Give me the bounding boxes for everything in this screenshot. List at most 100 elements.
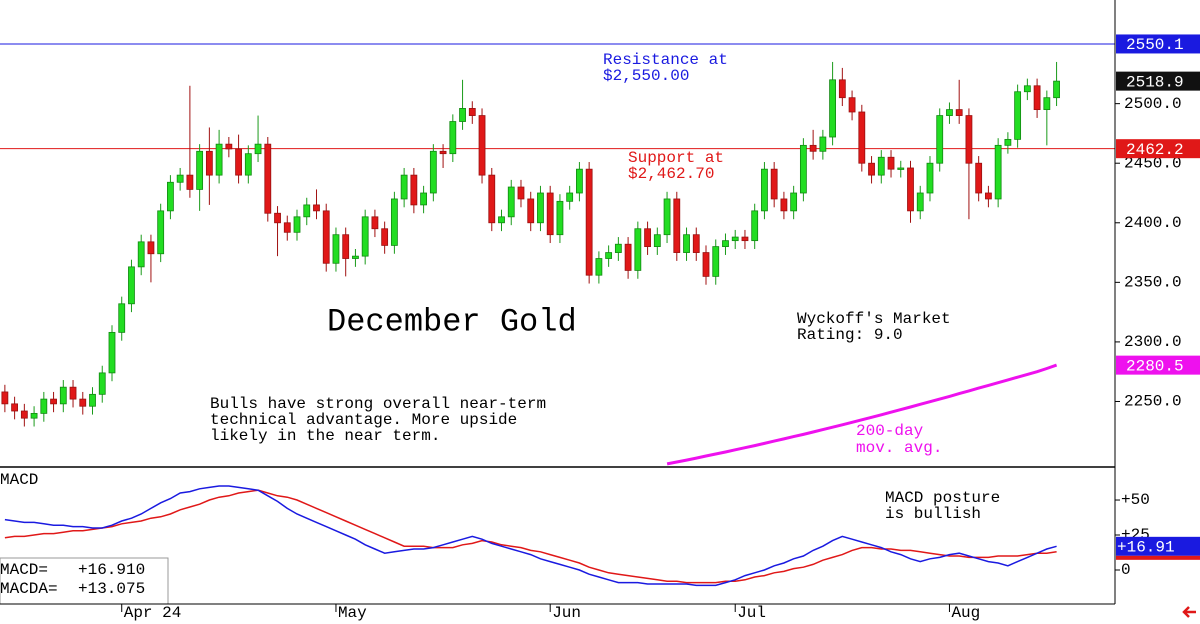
candle-body	[225, 143, 233, 150]
candle-body	[332, 234, 340, 264]
candle-body	[20, 410, 28, 419]
candle-body	[108, 331, 116, 374]
candle-body	[459, 108, 466, 122]
candle-body	[556, 200, 564, 236]
candle-body	[303, 204, 311, 218]
candle-body	[40, 398, 48, 414]
candle-body	[936, 115, 944, 164]
candle-body	[673, 198, 681, 253]
candle-body	[361, 216, 369, 257]
value-badge	[1116, 355, 1200, 375]
candle-body	[780, 198, 788, 212]
candle-body	[994, 144, 1002, 200]
candle-body	[283, 222, 291, 233]
candle-body	[702, 252, 710, 277]
candle-body	[644, 228, 651, 248]
value-badge-label: 2518.9	[1126, 73, 1184, 91]
candle-body	[498, 216, 505, 224]
candle-body	[663, 198, 671, 236]
chart-title: December Gold	[327, 303, 577, 340]
candle-body	[274, 212, 281, 224]
candle-body	[838, 79, 846, 99]
x-tick-label: Jun	[552, 604, 581, 622]
macd-badge-label: +16.91	[1117, 539, 1175, 557]
candle-body	[215, 143, 223, 176]
moving-average-line	[666, 363, 1058, 466]
y-tick-label: 2400.0	[1124, 214, 1182, 232]
candle-body	[907, 167, 914, 212]
candle-body	[955, 109, 963, 116]
candle-body	[829, 79, 836, 138]
candle-body	[1023, 85, 1031, 93]
candle-body	[507, 186, 515, 218]
candle-body	[118, 303, 126, 333]
candle-body	[381, 228, 389, 246]
candle-body	[371, 216, 379, 230]
x-tick-label: Aug	[951, 604, 980, 622]
candle-body	[468, 108, 476, 116]
annotation: Wyckoff's Market	[797, 310, 951, 328]
macd-annotation: MACD posture	[885, 489, 1000, 507]
candle-body	[1004, 138, 1012, 146]
candle-body	[799, 144, 807, 194]
candle-body	[98, 372, 106, 395]
candle-body	[926, 162, 934, 194]
candle-body	[585, 168, 593, 276]
candle-body	[167, 181, 174, 212]
candle-body	[1, 391, 9, 405]
level-label: Resistance at	[603, 51, 728, 69]
value-badge	[1116, 139, 1200, 159]
candle-body	[546, 192, 554, 236]
moving-average-label: 200-day	[856, 422, 924, 440]
candle-body	[390, 198, 398, 246]
candle-body	[946, 109, 953, 116]
candle-body	[254, 143, 262, 155]
y-tick-label: 2450.0	[1124, 154, 1182, 172]
moving-average-label: mov. avg.	[856, 439, 942, 457]
value-badge	[1116, 34, 1200, 54]
macd-line	[4, 489, 1057, 584]
candle-body	[137, 241, 145, 268]
candle-body	[11, 403, 19, 412]
candle-body	[751, 210, 759, 242]
candle-body	[1014, 91, 1022, 140]
annotation: Rating: 9.0	[797, 326, 903, 344]
y-tick-label: 2500.0	[1124, 95, 1182, 113]
candle-body	[722, 240, 729, 248]
candle-body	[157, 210, 165, 255]
value-badge-label: 2462.2	[1126, 141, 1184, 159]
annotation: likely in the near term.	[210, 427, 440, 445]
candle-body	[712, 246, 720, 277]
candle-body	[576, 168, 583, 194]
macd-title: MACD	[0, 471, 38, 489]
candle-body	[352, 255, 359, 259]
candle-body	[770, 168, 778, 200]
candle-body	[1043, 97, 1051, 111]
candle-body	[128, 266, 135, 305]
level-label: $2,462.70	[628, 165, 714, 183]
level-label: Support at	[628, 149, 724, 167]
candle-body	[809, 144, 817, 152]
candle-body	[50, 398, 57, 405]
candle-body	[89, 393, 96, 407]
candle-body	[69, 386, 77, 400]
annotation: Bulls have strong overall near-term	[210, 395, 546, 413]
macd-readout-name: MACD=	[0, 561, 48, 579]
candle-body	[965, 115, 973, 164]
candle-body	[196, 150, 204, 190]
candle-body	[634, 228, 642, 271]
macd-badge	[1116, 536, 1200, 556]
candle-body	[731, 236, 739, 242]
y-tick-label: 2300.0	[1124, 333, 1182, 351]
candle-body	[79, 398, 87, 407]
macd-annotation: is bullish	[885, 505, 981, 523]
candle-body	[400, 174, 408, 200]
scroll-arrow[interactable]	[1182, 606, 1196, 618]
candle-body	[235, 148, 242, 176]
value-badge	[1116, 71, 1200, 91]
candle-body	[527, 198, 535, 224]
candle-body	[410, 174, 418, 206]
candle-body	[741, 236, 749, 242]
